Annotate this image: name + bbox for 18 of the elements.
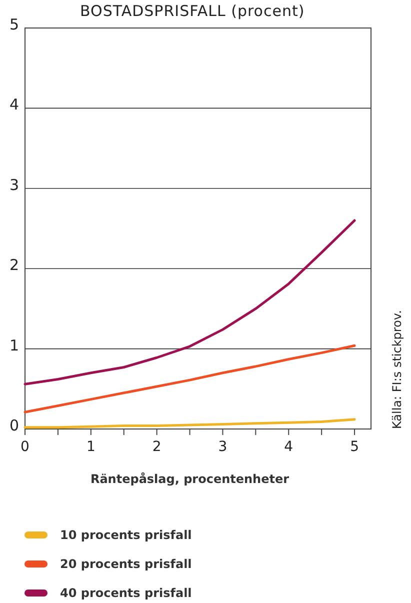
x-tick-label: 0 [20, 439, 30, 455]
x-tick-label: 2 [152, 439, 162, 455]
y-tick-label: 3 [9, 176, 19, 194]
y-tick-label: 5 [9, 16, 19, 34]
x-tick-label: 5 [350, 439, 359, 455]
y-tick-label: 0 [9, 416, 19, 434]
x-tick-label: 3 [218, 439, 228, 455]
x-axis-title: Räntepåslag, procentenheter [90, 472, 290, 486]
legend-label: 40 procents prisfall [60, 586, 192, 600]
y-tick-label: 4 [9, 96, 19, 114]
x-tick-label: 1 [86, 439, 96, 455]
text: Källa: FI:s stickprov. [390, 310, 404, 429]
y-tick-label: 2 [9, 256, 19, 274]
chart-title: BOSTADSPRISFALL (procent) [80, 2, 305, 20]
y-tick-label: 1 [9, 336, 19, 354]
legend-label: 10 procents prisfall [60, 528, 192, 542]
x-tick-label: 4 [284, 439, 294, 455]
legend-label: 20 procents prisfall [60, 557, 192, 572]
